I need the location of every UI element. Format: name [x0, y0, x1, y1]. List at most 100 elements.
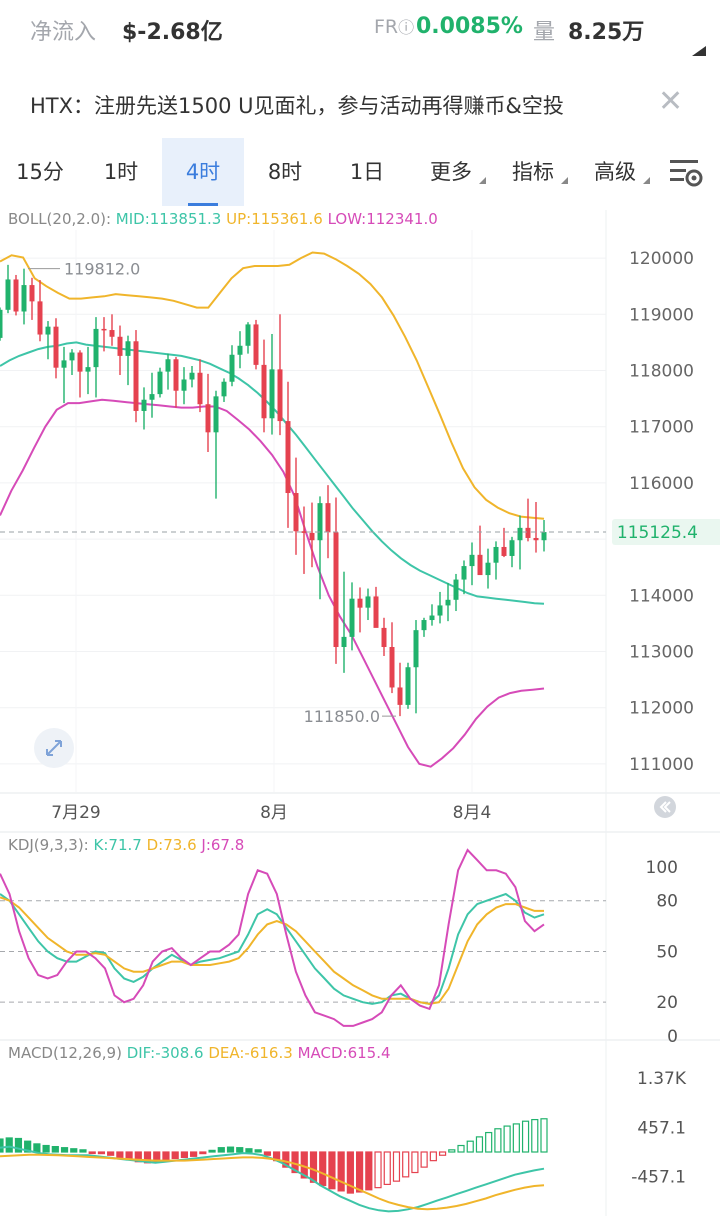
volume-value: 8.25万: [568, 20, 645, 45]
tab-8h[interactable]: 8时: [244, 138, 326, 206]
tab-label: 指标: [512, 160, 554, 184]
candlestick: [53, 318, 59, 379]
macd-histogram-bar: [485, 1131, 493, 1153]
tab-more[interactable]: 更多: [420, 138, 486, 206]
tab-1d[interactable]: 1日: [326, 138, 408, 206]
candlestick: [0, 307, 3, 341]
candle-body: [421, 620, 427, 631]
current-price-tag: [612, 519, 720, 546]
kdj-legend-name: KDJ(9,3,3):: [8, 836, 89, 854]
candlestick: [477, 525, 483, 576]
candlestick: [165, 353, 171, 390]
candlestick: [237, 331, 243, 369]
tab-15m[interactable]: 15分: [0, 138, 80, 206]
dropdown-corner-icon: [479, 177, 486, 184]
macd-histogram-bar: [521, 1120, 530, 1153]
candlestick: [213, 390, 219, 499]
price-tick-label: 111000: [629, 755, 694, 775]
candlestick: [197, 359, 203, 413]
macd-histogram-bar: [190, 1151, 198, 1157]
candle-body: [525, 527, 531, 538]
candle-body: [405, 667, 411, 705]
candle-body: [509, 540, 515, 556]
candle-body: [109, 330, 115, 337]
candlestick: [349, 582, 355, 651]
macd-histogram-bar: [503, 1125, 511, 1153]
candle-body: [269, 369, 275, 419]
candle-body: [5, 279, 11, 310]
tab-advanced[interactable]: 高级: [584, 138, 650, 206]
macd-histogram-bar: [171, 1151, 179, 1160]
tab-1h[interactable]: 1时: [80, 138, 162, 206]
candle-body: [381, 627, 387, 648]
candlestick: [101, 317, 107, 352]
macd-histogram-bar: [429, 1151, 437, 1162]
candle-body: [325, 503, 331, 533]
candle-body: [21, 285, 27, 312]
promo-banner-text[interactable]: HTX：注册先送1500 U见面礼，参与活动再得赚币&空投: [30, 94, 564, 118]
boll-up-value: UP:115361.6: [226, 210, 323, 228]
candle-body: [77, 352, 83, 372]
expand-icon[interactable]: [34, 728, 74, 768]
net-inflow-value: $-2.68亿: [122, 20, 223, 45]
macd-histogram-bar: [273, 1151, 281, 1162]
macd-histogram-bar: [411, 1151, 419, 1174]
candlestick: [413, 620, 419, 714]
candle-body: [157, 371, 163, 395]
funding-rate-label[interactable]: FRⓘ: [374, 14, 414, 39]
candlestick: [77, 350, 83, 398]
candlestick: [285, 381, 291, 528]
candlestick: [253, 319, 259, 370]
tab-4h[interactable]: 4时: [162, 138, 244, 206]
tab-label: 4时: [185, 160, 221, 184]
scroll-to-latest-icon[interactable]: [654, 796, 676, 818]
macd-histogram-bar: [309, 1151, 318, 1183]
candle-body: [413, 630, 419, 668]
candlestick: [173, 357, 179, 408]
macd-histogram-bar: [392, 1151, 401, 1182]
candlestick: [437, 591, 443, 624]
macd-histogram-bar: [217, 1147, 225, 1153]
candle-body: [45, 326, 51, 335]
candlestick: [429, 604, 435, 626]
macd-histogram-bar: [153, 1151, 161, 1163]
candlestick: [493, 541, 499, 580]
macd-histogram-bar: [383, 1151, 391, 1186]
candlestick: [325, 485, 331, 559]
macd-histogram-value: MACD:615.4: [297, 1044, 391, 1062]
dropdown-corner-icon: [561, 177, 568, 184]
candlestick: [501, 527, 507, 558]
current-price-value: 115125.4: [617, 523, 698, 543]
macd-histogram-bar: [162, 1151, 170, 1161]
candle-body: [349, 598, 355, 637]
candlestick: [533, 502, 539, 553]
macd-histogram-bar: [5, 1137, 13, 1153]
tab-indicators[interactable]: 指标: [502, 138, 568, 206]
macd-histogram-bar: [540, 1118, 548, 1153]
help-icon[interactable]: ⓘ: [398, 18, 415, 37]
kdj-legend[interactable]: KDJ(9,3,3): K:71.7 D:73.6 J:67.8: [8, 836, 244, 854]
kdj-tick-label: 0: [667, 1027, 678, 1047]
candlestick: [149, 372, 155, 418]
close-icon[interactable]: ✕: [658, 84, 684, 119]
candlestick: [93, 317, 99, 398]
macd-histogram-bar: [512, 1123, 520, 1153]
boll-legend[interactable]: BOLL(20,2.0): MID:113851.3 UP:115361.6 L…: [8, 210, 438, 228]
macd-legend[interactable]: MACD(12,26,9) DIF:-308.6 DEA:-616.3 MACD…: [8, 1044, 391, 1062]
macd-dea-value: DEA:-616.3: [208, 1044, 293, 1062]
candlestick: [277, 314, 283, 436]
macd-histogram-bar: [180, 1151, 189, 1159]
candle-body: [461, 566, 467, 580]
candlestick: [525, 498, 531, 542]
chart-settings-icon[interactable]: [668, 156, 704, 188]
tab-label: 更多: [430, 160, 472, 184]
chevron-down-icon[interactable]: [692, 46, 706, 56]
candlestick: [85, 346, 91, 395]
candlestick: [341, 571, 347, 673]
candlestick: [461, 560, 467, 595]
candlestick: [445, 582, 451, 622]
candle-body: [469, 554, 475, 567]
promo-banner[interactable]: HTX：注册先送1500 U见面礼，参与活动再得赚币&空投 ✕: [0, 76, 720, 130]
candle-body: [205, 404, 211, 433]
candle-body: [221, 381, 227, 397]
